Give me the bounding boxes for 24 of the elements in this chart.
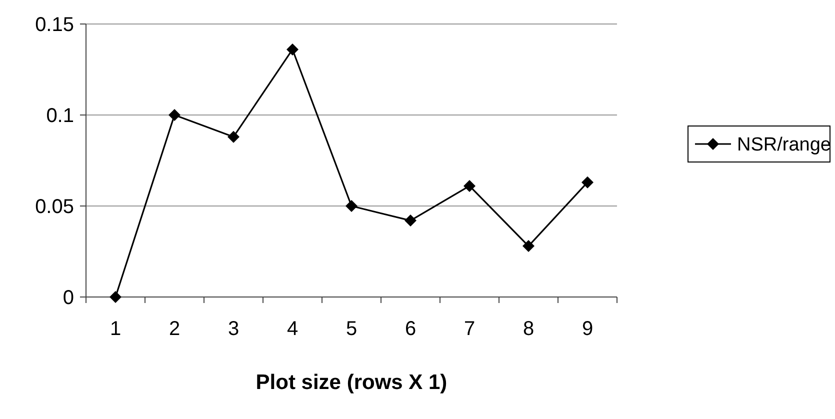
x-tick-label: 7 (464, 318, 476, 340)
point (286, 43, 298, 56)
x-tick-label: 2 (168, 318, 180, 340)
x-tick-label: 1 (110, 318, 122, 340)
point (464, 180, 476, 192)
x-tick-label: 9 (582, 318, 594, 340)
point (168, 109, 180, 121)
point (346, 200, 358, 212)
point (522, 240, 534, 252)
y-tick-label: 0.05 (35, 196, 74, 218)
x-tick-label: 5 (346, 318, 358, 340)
legend-label: NSR/range (737, 134, 831, 156)
point (582, 176, 594, 188)
x-tick-label: 6 (404, 318, 416, 340)
x-tick-label: 3 (228, 318, 240, 340)
point (404, 214, 416, 227)
y-tick-label: 0.1 (46, 105, 74, 127)
x-axis-title: Plot size (rows X 1) (256, 371, 448, 394)
point (110, 291, 122, 303)
point (228, 130, 240, 143)
x-tick-label: 8 (522, 318, 534, 340)
x-tick-label: 4 (286, 318, 298, 340)
y-tick-label: 0.15 (35, 14, 74, 36)
y-tick-label: 0 (62, 287, 74, 309)
